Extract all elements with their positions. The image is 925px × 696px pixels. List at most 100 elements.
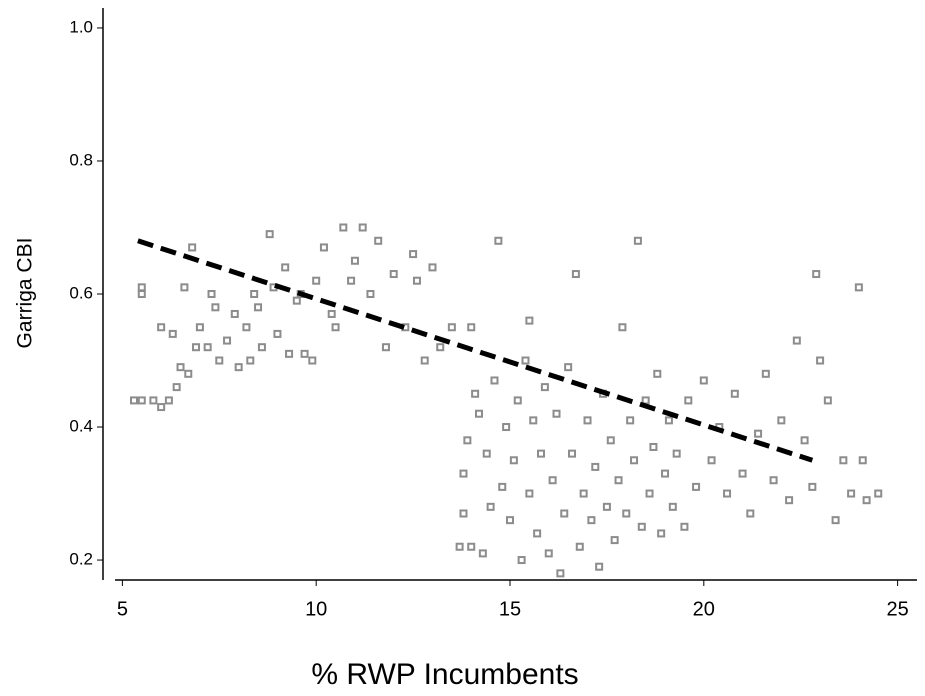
point [630, 456, 639, 465]
point [164, 396, 173, 405]
point [455, 542, 464, 551]
point [664, 416, 673, 425]
point [564, 363, 573, 372]
point [471, 389, 480, 398]
point [467, 542, 476, 551]
point [327, 309, 336, 318]
point [486, 502, 495, 511]
point [211, 303, 220, 312]
point [571, 270, 580, 279]
point [420, 356, 429, 365]
point [533, 529, 542, 538]
point [633, 236, 642, 245]
point [215, 356, 224, 365]
point [556, 569, 565, 578]
point [723, 489, 732, 498]
point [203, 343, 212, 352]
point [862, 496, 871, 505]
point [285, 349, 294, 358]
x-tick-label: 25 [886, 598, 908, 620]
point [381, 343, 390, 352]
point [188, 243, 197, 252]
point [661, 469, 670, 478]
point [831, 516, 840, 525]
point [591, 462, 600, 471]
point [389, 270, 398, 279]
point [777, 416, 786, 425]
point [637, 522, 646, 531]
point [595, 562, 604, 571]
point [300, 349, 309, 358]
point [230, 309, 239, 318]
point [350, 256, 359, 265]
point [168, 329, 177, 338]
point [668, 502, 677, 511]
point [684, 396, 693, 405]
point [513, 396, 522, 405]
point [858, 456, 867, 465]
point [482, 449, 491, 458]
point [428, 263, 437, 272]
point [610, 536, 619, 545]
point [509, 456, 518, 465]
point [498, 482, 507, 491]
point [374, 236, 383, 245]
point [602, 502, 611, 511]
point [467, 323, 476, 332]
point [176, 363, 185, 372]
point [754, 429, 763, 438]
point [339, 223, 348, 232]
point [157, 323, 166, 332]
point [312, 276, 321, 285]
point [672, 449, 681, 458]
x-axis-label: % RWP Incumbents [311, 658, 578, 691]
point [529, 416, 538, 425]
x-tick-label: 10 [305, 598, 327, 620]
point [447, 323, 456, 332]
point [257, 343, 266, 352]
point [823, 396, 832, 405]
y-tick-label: 0.6 [69, 283, 93, 302]
point [281, 263, 290, 272]
point [347, 276, 356, 285]
point [358, 223, 367, 232]
point [645, 489, 654, 498]
point [614, 476, 623, 485]
point [854, 283, 863, 292]
point [816, 356, 825, 365]
point [463, 436, 472, 445]
point [149, 396, 158, 405]
point [847, 489, 856, 498]
point [575, 542, 584, 551]
point [506, 516, 514, 525]
point [254, 303, 263, 312]
point [490, 376, 499, 385]
point [184, 369, 193, 378]
point [692, 482, 701, 491]
point [540, 383, 549, 392]
point [626, 416, 635, 425]
point [192, 343, 201, 352]
point [409, 250, 418, 259]
point [730, 389, 739, 398]
point [560, 509, 569, 518]
point [839, 456, 848, 465]
point [812, 270, 821, 279]
point [137, 290, 146, 298]
point [412, 276, 421, 285]
point [474, 409, 483, 418]
point [459, 509, 468, 518]
point [808, 482, 817, 491]
point [746, 509, 755, 518]
point [137, 283, 146, 292]
point [195, 323, 204, 332]
point [223, 336, 232, 345]
trend-line [137, 238, 814, 463]
point [292, 296, 301, 305]
point [568, 449, 577, 458]
point [436, 343, 445, 352]
point [707, 456, 716, 465]
point [548, 476, 557, 485]
point [583, 416, 592, 425]
